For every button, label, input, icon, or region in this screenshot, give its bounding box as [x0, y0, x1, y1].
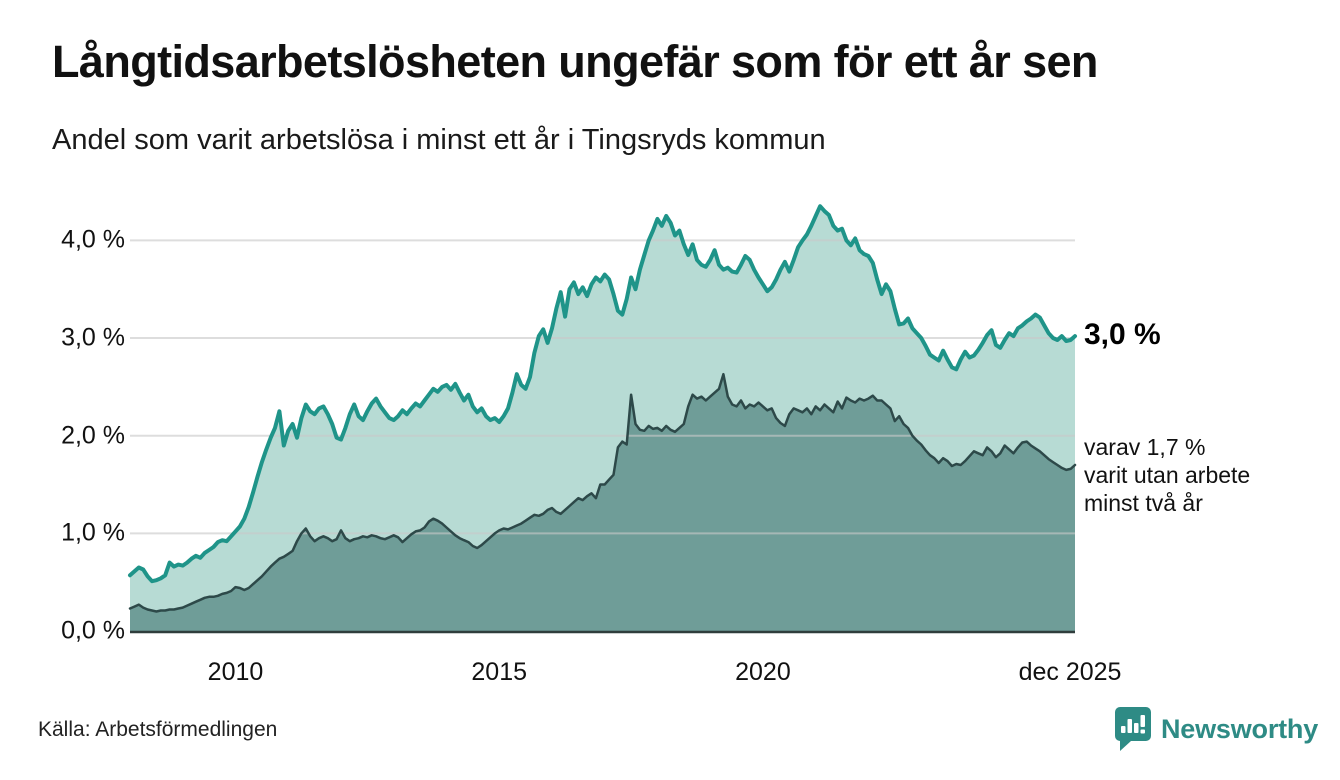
y-tick-3,0 %: 3,0 %: [61, 323, 125, 352]
y-tick-2,0 %: 2,0 %: [61, 421, 125, 450]
x-tick-dec-2025: dec 2025: [1018, 658, 1122, 686]
chart-subtitle: Andel som varit arbetslösa i minst ett å…: [52, 124, 826, 156]
secondary-annotation-line3: minst två år: [1084, 490, 1203, 516]
y-tick-4,0 %: 4,0 %: [61, 225, 125, 254]
source-caption: Källa: Arbetsförmedlingen: [38, 718, 278, 741]
y-tick-1,0 %: 1,0 %: [61, 518, 125, 547]
latest-value-label: 3,0 %: [1084, 318, 1161, 351]
y-tick-0,0 %: 0,0 %: [61, 616, 125, 645]
secondary-annotation: varav 1,7 % varit utan arbete minst två …: [1084, 433, 1250, 517]
series-1yr-line: [128, 204, 1077, 584]
series-2yr-area: [130, 374, 1075, 631]
secondary-annotation-line2: varit utan arbete: [1084, 462, 1251, 488]
x-tick-2020: 2020: [735, 658, 791, 686]
series-2yr-line: [128, 372, 1077, 613]
page-title: Långtidsarbetslösheten ungefär som för e…: [52, 36, 1098, 87]
x-tick-2010: 2010: [207, 658, 264, 686]
x-tick-2015: 2015: [471, 658, 528, 686]
secondary-annotation-line1: varav 1,7 %: [1084, 434, 1206, 460]
newsworthy-icon: [1115, 707, 1151, 751]
newsworthy-wordmark: Newsworthy: [1161, 713, 1319, 744]
newsworthy-logo: Newsworthy: [1112, 706, 1318, 752]
